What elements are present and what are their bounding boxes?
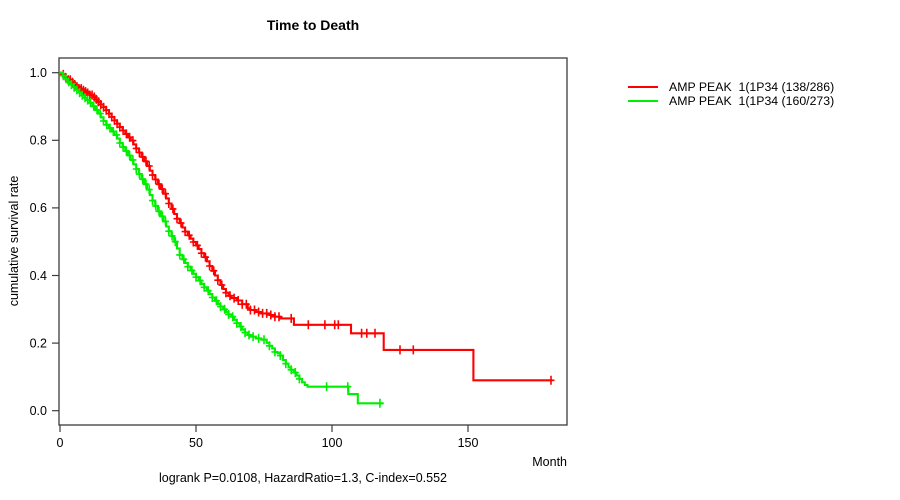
page-title: Time to Death — [266, 17, 360, 33]
legend-item: AMP PEAK 1(1P34 (138/286) — [628, 80, 834, 94]
stats-caption: logrank P=0.0108, HazardRatio=1.3, C-ind… — [158, 471, 448, 485]
y-tick-label: 0.2 — [30, 336, 47, 350]
plot-frame — [58, 57, 568, 426]
y-tick-label: 0.8 — [30, 134, 47, 148]
legend-label: AMP PEAK 1(1P34 (160/273) — [669, 94, 835, 108]
legend-line-swatch-red — [628, 85, 658, 89]
x-tick-label: 150 — [458, 436, 479, 450]
survival-curve-green — [60, 71, 384, 405]
legend: AMP PEAK 1(1P34 (138/286) AMP PEAK 1(1P3… — [628, 80, 834, 108]
legend-label: AMP PEAK 1(1P34 (138/286) — [669, 80, 835, 94]
x-tick-label: 0 — [57, 436, 64, 450]
x-tick-label: 100 — [322, 436, 343, 450]
censor-marks-red — [59, 69, 555, 385]
y-tick-label: 1.0 — [30, 66, 47, 80]
legend-item: AMP PEAK 1(1P34 (160/273) — [628, 94, 834, 108]
censor-marks-green — [59, 71, 384, 408]
y-tick-label: 0.6 — [30, 201, 47, 215]
legend-line-swatch-green — [628, 99, 658, 103]
x-axis-label: Month — [532, 455, 567, 469]
y-axis-label: cumulative survival rate — [7, 175, 21, 307]
x-tick-label: 50 — [189, 436, 203, 450]
y-tick-label: 0.4 — [30, 269, 47, 283]
y-tick-label: 0.0 — [30, 404, 47, 418]
survival-curve-red — [60, 71, 553, 382]
